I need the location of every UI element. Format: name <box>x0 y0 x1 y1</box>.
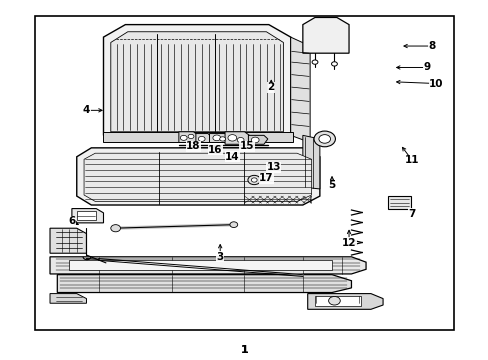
Text: 9: 9 <box>423 63 429 72</box>
Polygon shape <box>290 37 309 143</box>
Circle shape <box>212 135 220 141</box>
Text: 7: 7 <box>407 209 415 219</box>
Polygon shape <box>302 135 319 189</box>
Text: 3: 3 <box>216 252 224 262</box>
Text: 1: 1 <box>240 345 248 355</box>
Polygon shape <box>77 148 319 205</box>
Text: 1: 1 <box>241 345 247 355</box>
Polygon shape <box>196 134 211 143</box>
Text: 5: 5 <box>328 180 335 190</box>
Bar <box>35 16 453 330</box>
Text: 2: 2 <box>267 82 274 92</box>
Text: 12: 12 <box>341 238 356 248</box>
Polygon shape <box>111 32 283 132</box>
Circle shape <box>247 175 260 185</box>
Circle shape <box>237 138 244 143</box>
Circle shape <box>227 135 236 141</box>
Bar <box>314 296 361 306</box>
Text: 16: 16 <box>208 145 222 155</box>
Polygon shape <box>50 294 86 303</box>
Circle shape <box>251 137 259 143</box>
Circle shape <box>328 296 340 305</box>
Polygon shape <box>57 275 351 293</box>
Polygon shape <box>224 132 249 144</box>
Bar <box>69 260 331 270</box>
Circle shape <box>111 225 120 232</box>
Text: 14: 14 <box>224 152 239 162</box>
Polygon shape <box>72 208 103 223</box>
Text: 6: 6 <box>68 216 75 226</box>
Text: 11: 11 <box>404 156 419 165</box>
Circle shape <box>180 135 187 140</box>
Circle shape <box>318 135 330 143</box>
Polygon shape <box>50 228 86 253</box>
Polygon shape <box>307 294 382 309</box>
Polygon shape <box>84 153 311 202</box>
Bar <box>387 196 410 208</box>
Text: 15: 15 <box>239 141 254 151</box>
Circle shape <box>331 62 337 66</box>
Circle shape <box>219 137 225 141</box>
Text: 8: 8 <box>427 41 434 51</box>
Circle shape <box>251 178 257 182</box>
Circle shape <box>198 136 204 141</box>
Polygon shape <box>103 24 290 135</box>
Polygon shape <box>50 257 366 274</box>
Polygon shape <box>179 132 198 143</box>
Polygon shape <box>302 18 348 53</box>
Bar <box>77 211 96 220</box>
Circle shape <box>188 134 194 139</box>
Text: 4: 4 <box>82 105 90 115</box>
Polygon shape <box>209 134 228 143</box>
Polygon shape <box>248 135 267 144</box>
Text: 10: 10 <box>428 78 443 89</box>
Text: 13: 13 <box>266 162 280 172</box>
Text: 17: 17 <box>259 173 273 183</box>
Polygon shape <box>103 132 292 143</box>
Circle shape <box>311 60 317 64</box>
Circle shape <box>313 131 335 147</box>
Text: 18: 18 <box>186 141 200 151</box>
Circle shape <box>229 222 237 228</box>
